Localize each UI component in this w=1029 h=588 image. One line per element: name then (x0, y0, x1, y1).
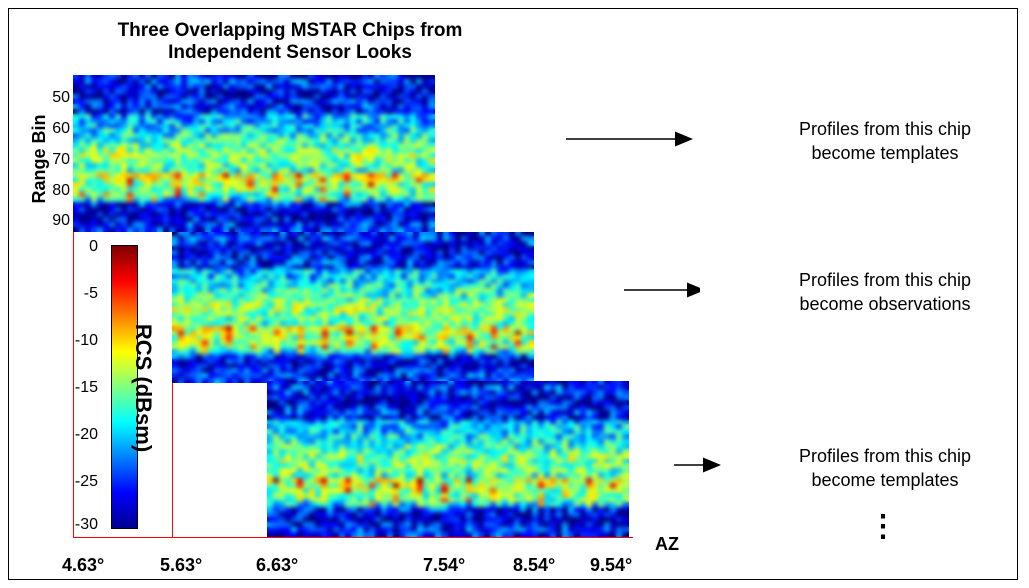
cbar-tick-m30: -30 (74, 516, 98, 533)
az-guide-line-2 (172, 383, 173, 538)
arrows-layer (566, 131, 700, 298)
arrow-3-layer (674, 457, 721, 473)
cbar-tick-m15: -15 (74, 379, 98, 396)
x-tick-4: 7.54° (423, 555, 466, 575)
caption-chip-1-line-1: Profiles from this chip (798, 119, 972, 139)
x-tick-2: 5.63° (160, 555, 203, 575)
y-tick-80: 80 (52, 182, 70, 199)
cbar-tick-m20: -20 (74, 426, 98, 443)
cbar-tick-m5: -5 (83, 285, 98, 302)
x-tick-5: 8.54° (513, 555, 556, 575)
sar-chip-1 (73, 75, 435, 232)
y-tick-50: 50 (52, 89, 70, 106)
caption-chip-3-line-1: Profiles from this chip (798, 446, 972, 466)
az-axis-line (73, 537, 633, 538)
figure-title: Three Overlapping MSTAR Chips from Indep… (60, 20, 520, 64)
continuation-ellipsis: ⋮ (868, 510, 898, 543)
sar-chip-3 (267, 381, 629, 537)
caption-chip-3: Profiles from this chip become templates (760, 444, 1010, 492)
y-tick-60: 60 (52, 120, 70, 137)
caption-chip-2: Profiles from this chip become observati… (760, 268, 1010, 316)
cbar-tick-m25: -25 (74, 473, 98, 490)
figure-frame (8, 8, 1018, 580)
title-line-2: Independent Sensor Looks (168, 42, 412, 63)
colorbar (111, 245, 138, 529)
caption-chip-3-line-2: become templates (811, 470, 959, 490)
caption-chip-2-line-2: become observations (799, 294, 971, 314)
title-line-1: Three Overlapping MSTAR Chips from (117, 20, 463, 41)
x-tick-6: 9.54° (590, 555, 633, 575)
x-axis-label: AZ (655, 534, 679, 554)
caption-chip-1-line-2: become templates (811, 143, 959, 163)
sar-chip-2 (172, 232, 534, 383)
cbar-tick-m10: -10 (74, 332, 98, 349)
x-tick-1: 4.63° (62, 555, 105, 575)
colorbar-label: RCS (dBsm) (131, 323, 156, 453)
y-tick-90: 90 (52, 212, 70, 229)
x-tick-3: 6.63° (256, 555, 299, 575)
cbar-tick-0: 0 (89, 238, 98, 255)
caption-chip-1: Profiles from this chip become templates (760, 117, 1010, 165)
caption-chip-2-line-1: Profiles from this chip (798, 270, 972, 290)
y-tick-70: 70 (52, 151, 70, 168)
az-guide-line-1 (73, 232, 74, 538)
